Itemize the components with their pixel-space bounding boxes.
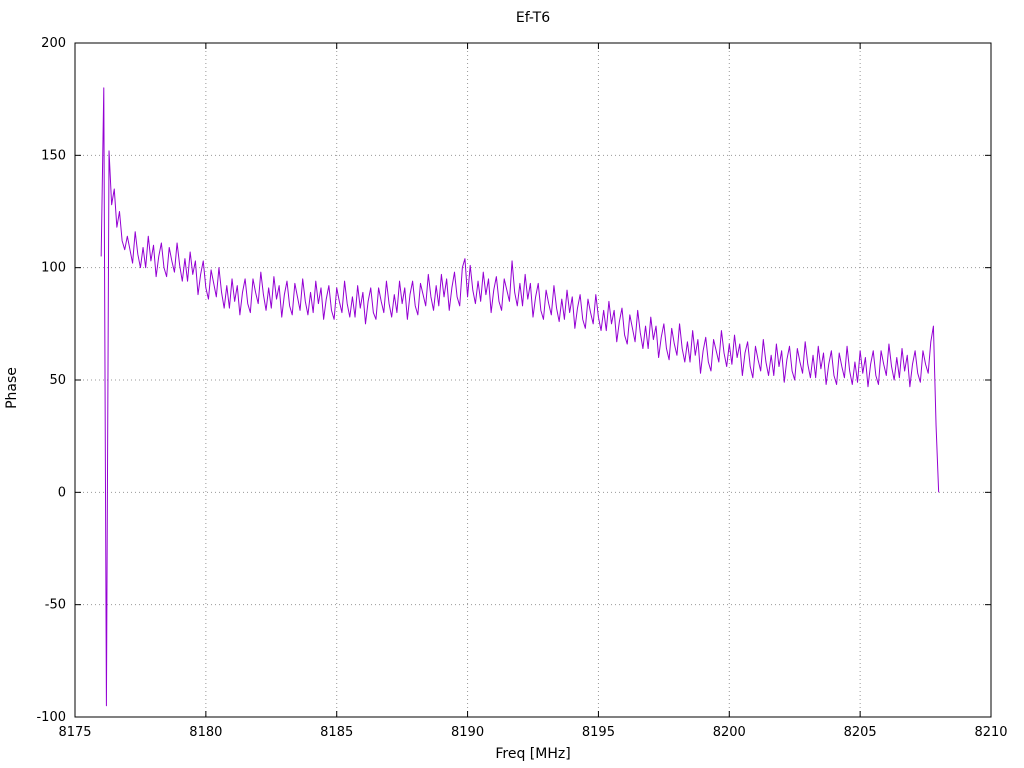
y-tick-label: 200: [41, 36, 66, 51]
y-tick-label: 0: [58, 485, 66, 500]
y-tick-label: 150: [41, 148, 66, 163]
y-tick-label: -100: [36, 710, 66, 725]
chart-title: Ef-T6: [515, 10, 551, 26]
x-tick-label: 8200: [713, 725, 746, 740]
x-tick-label: 8175: [58, 725, 91, 740]
phase-trace: [100, 87, 940, 707]
x-tick-label: 8210: [974, 725, 1007, 740]
y-tick-label: -50: [45, 598, 66, 613]
x-tick-label: 8195: [582, 725, 615, 740]
x-tick-label: 8185: [320, 725, 353, 740]
x-tick-label: 8190: [451, 725, 484, 740]
plot-border: [74, 42, 992, 718]
y-tick-label: 100: [41, 261, 66, 276]
x-tick-label: 8205: [844, 725, 877, 740]
y-tick-label: 50: [49, 373, 66, 388]
x-tick-label: 8180: [189, 725, 222, 740]
x-axis-label: Freq [MHz]: [495, 746, 571, 762]
